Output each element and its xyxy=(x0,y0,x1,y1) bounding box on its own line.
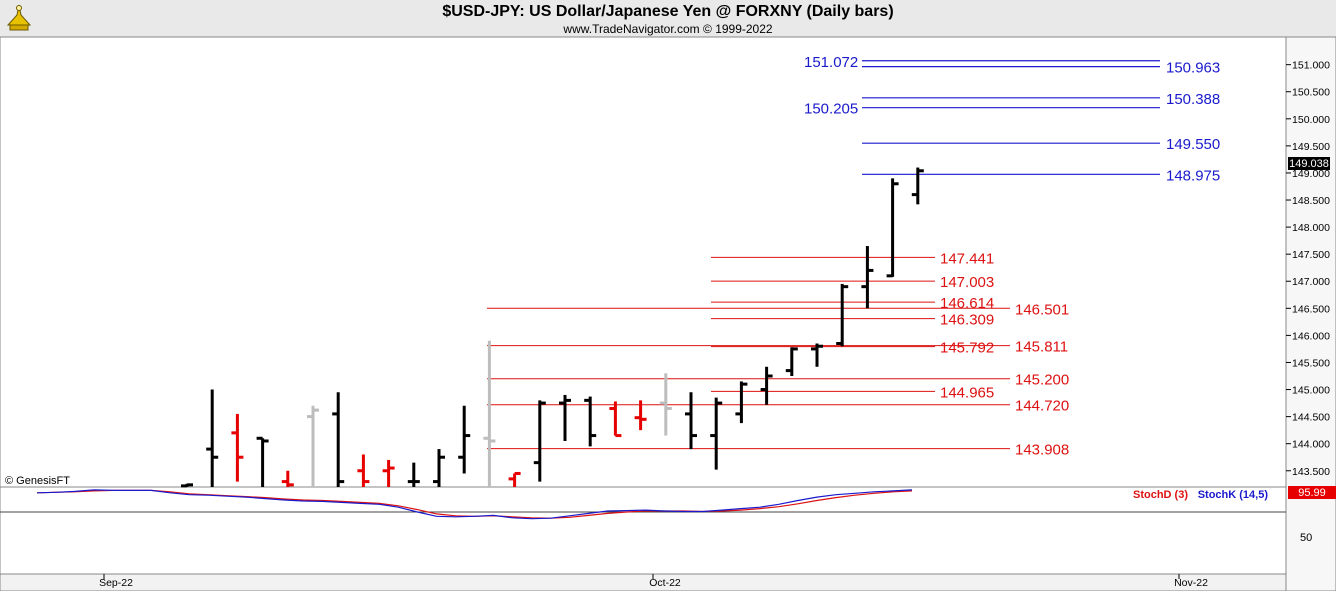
price-tick-label: 143.500 xyxy=(1292,466,1330,478)
price-tick-label: 144.500 xyxy=(1292,412,1330,424)
resistance-label: 149.550 xyxy=(1166,136,1220,153)
support-label: 144.965 xyxy=(940,384,994,401)
price-tick-label: 147.500 xyxy=(1292,249,1330,261)
title-bar xyxy=(0,0,1336,37)
date-axis-label: Nov-22 xyxy=(1174,577,1208,589)
support-label: 146.309 xyxy=(940,312,994,329)
stoch-last-value: 95.99 xyxy=(1298,487,1326,499)
support-label: 147.003 xyxy=(940,274,994,291)
genesis-credit: © GenesisFT xyxy=(5,475,70,487)
resistance-label: 151.072 xyxy=(804,54,858,71)
stoch-d-legend: StochD (3) xyxy=(1133,489,1188,501)
support-label: 145.792 xyxy=(940,340,994,357)
stoch-k-line xyxy=(36,489,913,520)
date-axis-label: Oct-22 xyxy=(649,577,681,589)
price-tick-label: 147.000 xyxy=(1292,276,1330,288)
support-label: 143.908 xyxy=(1015,442,1069,459)
price-tick-label: 144.000 xyxy=(1292,439,1330,451)
stoch-last-badge xyxy=(1288,486,1336,499)
date-axis-label: Sep-22 xyxy=(99,577,133,589)
support-label: 146.501 xyxy=(1015,301,1069,318)
chart-title: $USD-JPY: US Dollar/Japanese Yen @ FORXN… xyxy=(442,3,894,20)
price-tick-label: 150.000 xyxy=(1292,114,1330,126)
stoch-tick-50: 50 xyxy=(1300,532,1312,544)
price-tick-label: 146.500 xyxy=(1292,303,1330,315)
stochastic-panel xyxy=(0,486,1287,575)
support-label: 144.720 xyxy=(1015,398,1069,415)
chart-subtitle: www.TradeNavigator.com © 1999-2022 xyxy=(563,22,773,36)
date-axis xyxy=(0,573,1287,591)
support-label: 147.441 xyxy=(940,250,994,267)
stoch-k-legend: StochK (14,5) xyxy=(1198,489,1269,501)
support-label: 145.811 xyxy=(1015,339,1068,356)
resistance-label: 150.205 xyxy=(804,101,858,118)
last-price-badge xyxy=(1288,157,1330,170)
price-tick-label: 151.000 xyxy=(1292,60,1330,72)
price-tick-label: 150.500 xyxy=(1292,87,1330,99)
support-label: 145.200 xyxy=(1015,372,1069,389)
price-tick-label: 146.000 xyxy=(1292,330,1330,342)
price-tick-label: 145.500 xyxy=(1292,357,1330,369)
price-tick-label: 149.000 xyxy=(1292,168,1330,180)
price-tick-label: 148.000 xyxy=(1292,222,1330,234)
last-price-label: 149.038 xyxy=(1289,158,1329,170)
resistance-label: 150.388 xyxy=(1166,91,1220,108)
resistance-label: 150.963 xyxy=(1166,60,1220,77)
price-tick-label: 149.500 xyxy=(1292,141,1330,153)
price-tick-label: 148.500 xyxy=(1292,195,1330,207)
price-tick-label: 145.000 xyxy=(1292,385,1330,397)
price-panel xyxy=(0,36,1287,488)
resistance-label: 148.975 xyxy=(1166,167,1220,184)
support-label: 146.614 xyxy=(940,295,994,312)
trade-navigator-logo-icon xyxy=(6,4,32,31)
